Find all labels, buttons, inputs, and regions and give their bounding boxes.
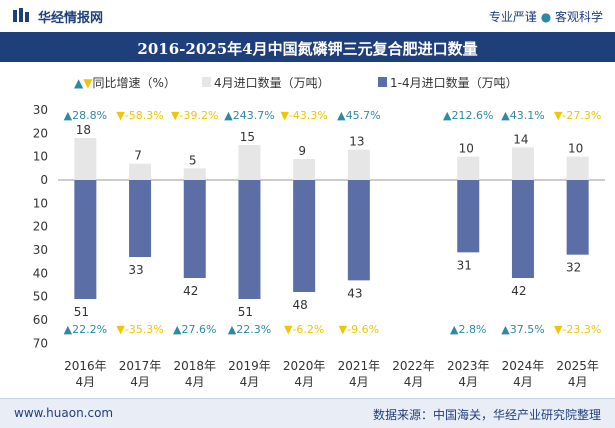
y-tick-label: 0 xyxy=(40,173,48,187)
slogan-left: 专业严谨 xyxy=(488,10,537,24)
april-growth-label: ▼-27.3% xyxy=(554,109,601,122)
cumulative-bar xyxy=(238,180,261,299)
cumulative-data-label: 48 xyxy=(293,298,308,312)
legend-cumulative-label: 1-4月进口数量（万吨） xyxy=(390,76,518,90)
april-data-label: 18 xyxy=(76,123,91,137)
april-growth-label: ▲45.7% xyxy=(337,109,380,122)
april-growth-label: ▲212.6% xyxy=(443,109,493,122)
cumulative-bar xyxy=(566,180,589,255)
cumulative-growth-label: ▼-23.3% xyxy=(554,323,601,336)
legend-cumulative: 1-4月进口数量（万吨） xyxy=(378,74,518,91)
y-tick-label: 60 xyxy=(33,313,48,327)
x-category-label: 2016年 4月 xyxy=(64,359,107,389)
cumulative-bar xyxy=(74,180,97,299)
april-bar xyxy=(566,156,589,180)
april-data-label: 14 xyxy=(513,132,528,146)
cumulative-data-label: 42 xyxy=(183,284,198,298)
cumulative-growth-label: ▼-35.3% xyxy=(116,323,163,336)
april-data-label: 10 xyxy=(459,142,474,156)
legend-growth: ▲▼同比增速（%） xyxy=(74,74,176,91)
april-data-label: 7 xyxy=(134,149,142,163)
april-growth-label: ▲43.1% xyxy=(501,109,544,122)
april-growth-label: ▼-39.2% xyxy=(171,109,218,122)
slogan-right: 客观科学 xyxy=(554,10,603,24)
cumulative-growth-label: ▲37.5% xyxy=(501,323,544,336)
april-growth-label: ▲243.7% xyxy=(224,109,274,122)
cumulative-bar xyxy=(183,180,206,278)
cumulative-data-label: 51 xyxy=(74,305,89,319)
cumulative-bar xyxy=(293,180,316,292)
slogan-dot-icon: ● xyxy=(540,10,555,24)
legend-april: 4月进口数量（万吨） xyxy=(202,74,330,91)
legend-april-swatch-icon xyxy=(202,77,211,87)
x-category-label: 2021年 4月 xyxy=(338,359,381,389)
april-data-label: 15 xyxy=(240,130,255,144)
april-bar xyxy=(347,149,370,180)
x-category-label: 2017年 4月 xyxy=(119,359,162,389)
x-category-label: 2023年 4月 xyxy=(447,359,490,389)
y-tick-label: 30 xyxy=(33,103,48,117)
top-bar: 华经情报网 专业严谨 ● 客观科学 xyxy=(0,0,615,30)
x-category-label: 2022年 4月 xyxy=(392,359,435,389)
cumulative-growth-label: ▲2.8% xyxy=(450,323,486,336)
y-tick-label: 50 xyxy=(33,290,48,304)
legend-growth-label: 同比增速（%） xyxy=(92,76,176,90)
cumulative-data-label: 42 xyxy=(511,284,526,298)
cumulative-bar xyxy=(347,180,370,281)
cumulative-growth-label: ▼-6.2% xyxy=(284,323,324,336)
footer-url[interactable]: www.huaon.com xyxy=(14,406,114,420)
cumulative-growth-label: ▼-9.6% xyxy=(339,323,379,336)
y-tick-label: 20 xyxy=(33,220,48,234)
cumulative-data-label: 51 xyxy=(238,305,253,319)
brand-name: 华经情报网 xyxy=(38,11,104,26)
triangle-down-icon: ▼ xyxy=(83,76,93,90)
april-bar xyxy=(74,138,97,180)
cumulative-data-label: 31 xyxy=(457,258,472,272)
legend-april-label: 4月进口数量（万吨） xyxy=(214,76,330,90)
y-tick-label: 70 xyxy=(33,336,48,350)
y-tick-label: 10 xyxy=(33,196,48,210)
april-bar xyxy=(129,163,152,180)
cumulative-data-label: 32 xyxy=(566,261,581,275)
cumulative-growth-label: ▲22.3% xyxy=(228,323,271,336)
april-growth-label: ▼-43.3% xyxy=(280,109,327,122)
cumulative-growth-label: ▲27.6% xyxy=(173,323,216,336)
april-bar xyxy=(511,147,534,180)
y-tick-label: 40 xyxy=(33,266,48,280)
april-bar xyxy=(183,168,206,180)
cumulative-data-label: 43 xyxy=(347,286,362,300)
y-tick-label: 20 xyxy=(33,126,48,140)
chart-plot: 30 20 10 0 10 20 30 40 50 60 70 18 51 ▲28.8% ▲22.2% 201… xyxy=(33,103,605,389)
x-category-label: 2020年 4月 xyxy=(283,359,326,389)
footer-source: 数据来源：中国海关，华经产业研究院整理 xyxy=(372,408,601,422)
legend-cumulative-swatch-icon xyxy=(378,77,387,87)
april-data-label: 10 xyxy=(568,142,583,156)
april-bar xyxy=(293,159,316,180)
x-category-label: 2024年 4月 xyxy=(502,359,545,389)
chart-title: 2016-2025年4月中国氮磷钾三元复合肥进口数量 xyxy=(137,40,478,58)
april-growth-label: ▼-58.3% xyxy=(116,109,163,122)
april-growth-label: ▲28.8% xyxy=(64,109,107,122)
title-bar: 2016-2025年4月中国氮磷钾三元复合肥进口数量 xyxy=(0,32,615,62)
y-tick-label: 30 xyxy=(33,243,48,257)
april-bar xyxy=(238,145,261,180)
y-tick-label: 10 xyxy=(33,150,48,164)
slogan: 专业严谨 ● 客观科学 xyxy=(489,8,603,25)
april-data-label: 9 xyxy=(298,144,306,158)
footer: www.huaon.com 数据来源：中国海关，华经产业研究院整理 xyxy=(0,398,615,428)
cumulative-bar xyxy=(129,180,152,257)
april-data-label: 5 xyxy=(189,153,197,167)
x-category-label: 2018年 4月 xyxy=(173,359,216,389)
april-data-label: 13 xyxy=(349,135,364,149)
x-category-label: 2025年 4月 xyxy=(556,359,599,389)
x-category-label: 2019年 4月 xyxy=(228,359,271,389)
cumulative-bar xyxy=(457,180,480,253)
april-bar xyxy=(457,156,480,180)
cumulative-growth-label: ▲22.2% xyxy=(64,323,107,336)
cumulative-bar xyxy=(511,180,534,278)
cumulative-data-label: 33 xyxy=(128,263,143,277)
triangle-up-icon: ▲ xyxy=(74,76,84,90)
brand-logo-icon xyxy=(13,8,29,22)
